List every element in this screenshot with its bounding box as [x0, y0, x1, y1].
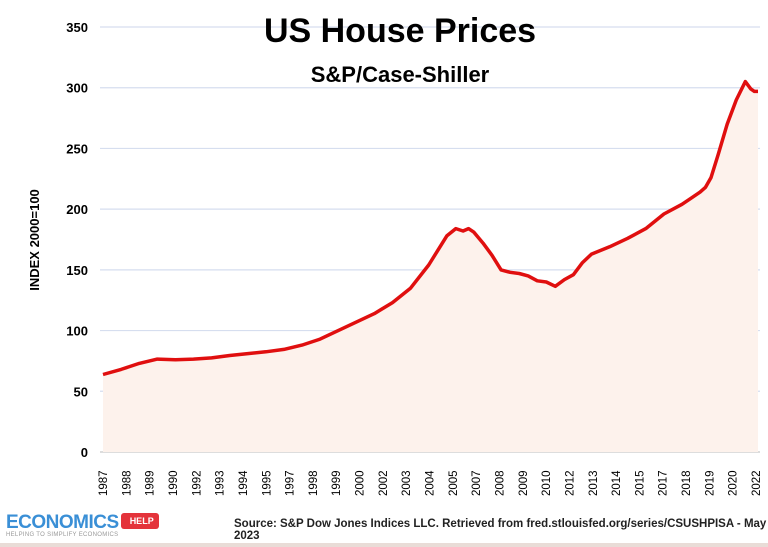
x-tick-label: 2008 [494, 470, 506, 496]
x-tick-label: 2010 [541, 470, 553, 496]
x-tick-label: 1994 [238, 470, 250, 496]
chart-title: US House Prices [264, 12, 536, 50]
x-tick-label: 2009 [518, 470, 530, 496]
x-tick-labels: 1987 1988 1989 1990 1992 1993 1994 1995 1997 1998… [98, 470, 763, 496]
x-tick-label: 2014 [611, 470, 623, 496]
x-tick-label: 1992 [191, 470, 203, 496]
x-tick-label: 2019 [704, 470, 716, 496]
x-tick-label: 1998 [308, 470, 320, 496]
x-tick-label: 2022 [751, 470, 763, 496]
price-line [102, 79, 758, 377]
source-note: Source: S&P Dow Jones Indices LLC. Retri… [234, 518, 767, 542]
x-tick-label: 1995 [261, 470, 273, 496]
x-tick-label: 1990 [168, 470, 180, 496]
bottom-divider [0, 543, 768, 547]
x-tick-label: 1989 [145, 470, 157, 496]
x-tick-label: 1993 [215, 470, 227, 496]
x-tick-label: 2020 [728, 470, 740, 496]
x-tick-label: 2007 [471, 470, 483, 496]
x-tick-label: 2000 [355, 470, 367, 496]
x-tick-label: 1999 [331, 470, 343, 496]
y-tick-label: 200 [66, 202, 88, 217]
x-tick-label: 2002 [378, 470, 390, 496]
x-tick-label: 1997 [285, 470, 297, 496]
x-tick-label: 1988 [121, 470, 133, 496]
chart-subtitle: S&P/Case-Shiller [311, 62, 490, 87]
y-tick-label: 350 [66, 20, 88, 35]
y-tick-label: 100 [66, 324, 88, 339]
y-tick-label: 0 [81, 445, 88, 460]
logo-text: ECONOMICS [6, 512, 119, 533]
y-axis-label: INDEX 2000=100 [27, 189, 42, 291]
y-tick-label: 150 [66, 263, 88, 278]
x-tick-label: 2018 [681, 470, 693, 496]
logo-tag: HELP [120, 513, 159, 529]
y-tick-label: 250 [66, 141, 88, 156]
x-tick-label: 2012 [564, 470, 576, 496]
x-tick-label: 2004 [425, 470, 437, 496]
x-tick-label: 2017 [658, 470, 670, 496]
logo-tagline: HELPING TO SIMPLIFY ECONOMICS [6, 532, 119, 538]
x-tick-label: 2003 [401, 470, 413, 496]
area-fill [103, 81, 758, 452]
y-tick-labels: 0 50 100 150 200 250 300 350 [66, 20, 88, 460]
x-tick-label: 2015 [634, 470, 646, 496]
y-tick-label: 300 [66, 81, 88, 96]
economics-help-logo[interactable]: ECONOMICS HELP HELPING TO SIMPLIFY ECONOM… [6, 512, 159, 538]
x-tick-label: 1987 [98, 470, 110, 496]
y-tick-label: 50 [74, 384, 88, 399]
x-tick-label: 2005 [448, 470, 460, 496]
x-tick-label: 2013 [588, 470, 600, 496]
